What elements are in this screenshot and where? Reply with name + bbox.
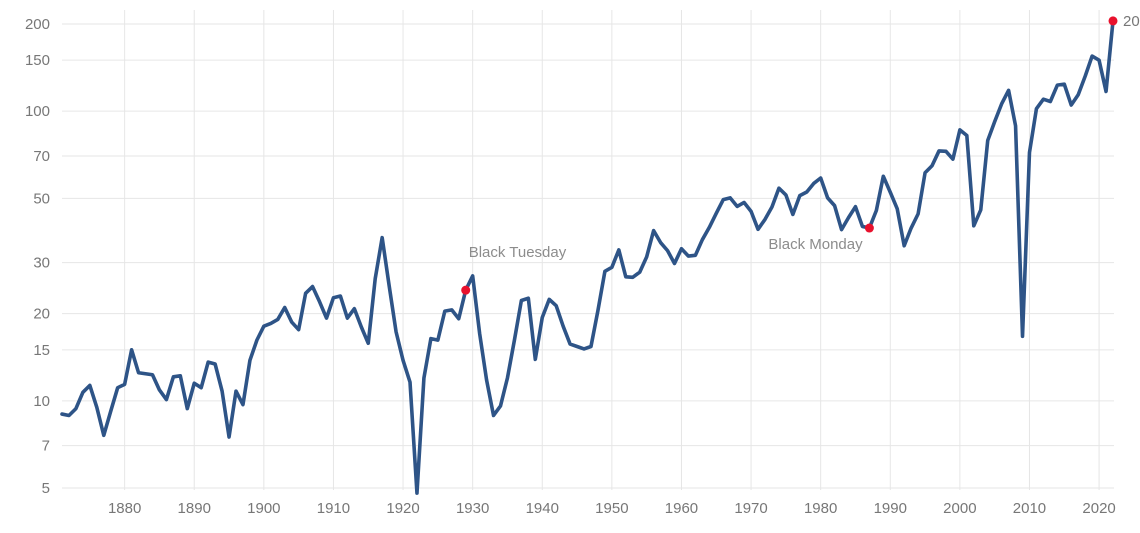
annotation-marker [461, 285, 471, 295]
x-tick-label: 2000 [943, 500, 976, 517]
annotation-marker [1108, 16, 1118, 26]
y-tick-label: 70 [33, 148, 50, 165]
y-tick-label: 7 [42, 438, 50, 455]
x-tick-label: 1970 [734, 500, 767, 517]
y-tick-label: 5 [42, 480, 50, 497]
y-tick-label: 150 [25, 52, 50, 69]
horizontal-gridlines [62, 23, 1114, 489]
x-tick-label: 1990 [874, 500, 907, 517]
y-tick-label: 50 [33, 190, 50, 207]
y-tick-label: 15 [33, 342, 50, 359]
series-line [60, 19, 1115, 495]
vertical-gridlines [124, 10, 1100, 490]
y-tick-label: 10 [33, 393, 50, 410]
x-tick-label: 1960 [665, 500, 698, 517]
x-tick-label: 1980 [804, 500, 837, 517]
x-tick-label: 1900 [247, 500, 280, 517]
x-axis-tick-labels: 1880 1890 1900 1910 1920 1930 1940 1950 1960 1970… [108, 500, 1116, 517]
annotation-label: 20 [1123, 13, 1140, 30]
x-tick-label: 1910 [317, 500, 350, 517]
x-tick-label: 1930 [456, 500, 489, 517]
y-tick-label: 20 [33, 306, 50, 323]
x-tick-label: 2020 [1082, 500, 1115, 517]
y-tick-label: 100 [25, 103, 50, 120]
y-axis-tick-labels: 5 7 10 15 20 30 50 70 100 150 200 [25, 16, 50, 497]
annotations-layer: Black Tuesday Black Monday 20 [461, 13, 1140, 295]
x-tick-label: 2010 [1013, 500, 1046, 517]
series-layer [60, 19, 1115, 495]
x-tick-label: 1920 [386, 500, 419, 517]
annotation-label: Black Tuesday [469, 244, 567, 261]
x-tick-label: 1890 [178, 500, 211, 517]
x-tick-label: 1940 [526, 500, 559, 517]
y-tick-label: 200 [25, 16, 50, 33]
x-tick-label: 1880 [108, 500, 141, 517]
annotation-marker [864, 223, 874, 233]
x-tick-label: 1950 [595, 500, 628, 517]
y-tick-label: 30 [33, 255, 50, 272]
annotation-label: Black Monday [768, 236, 863, 253]
